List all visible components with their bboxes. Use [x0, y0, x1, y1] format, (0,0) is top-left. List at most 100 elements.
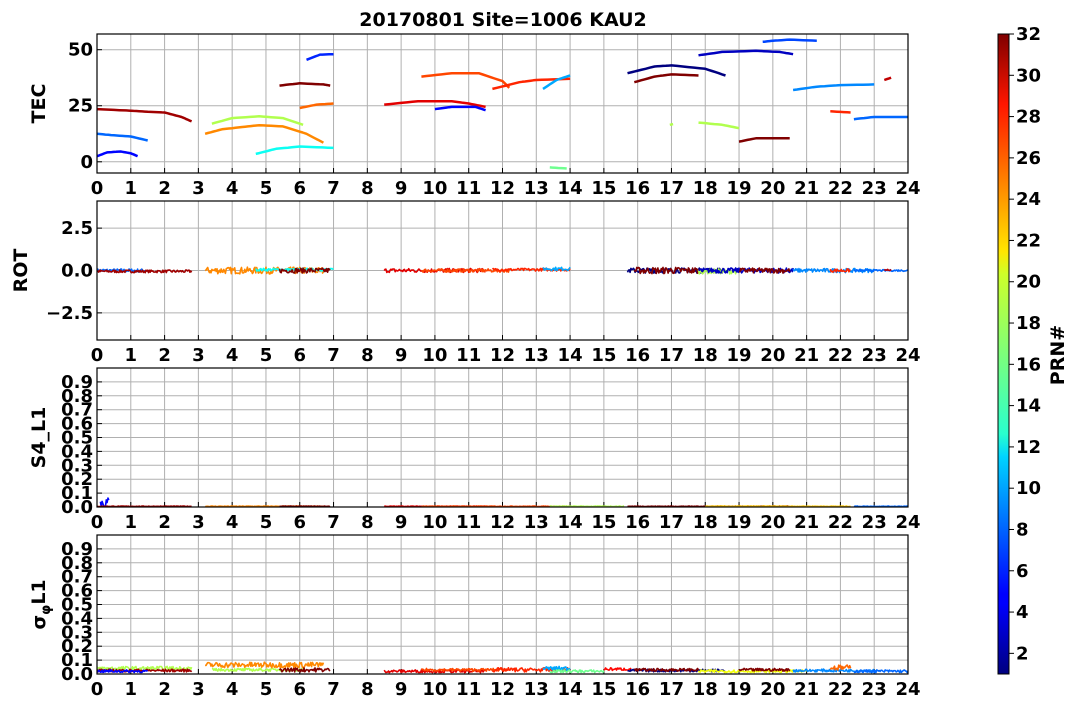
x-tick-label: 21: [794, 512, 819, 533]
x-tick-label: 18: [693, 512, 718, 533]
prn-8-arc: [97, 132, 149, 142]
x-tick-label: 12: [490, 178, 515, 199]
x-tick-label: 9: [395, 345, 408, 366]
x-tick-label: 22: [828, 178, 853, 199]
y-tick-label: 0.5: [61, 428, 93, 449]
prn-5-arc: [97, 669, 149, 674]
y-tick-label: 0.6: [61, 414, 93, 435]
x-tick-label: 16: [625, 679, 650, 700]
prn-32-arc: [278, 667, 331, 673]
x-tick-label: 21: [794, 178, 819, 199]
colorbar-tick-label: 32: [1016, 24, 1041, 45]
chart-title: 20170801 Site=1006 KAU2: [359, 9, 646, 31]
y-tick-label: 0.0: [61, 497, 93, 518]
prn-7-arc: [762, 38, 817, 44]
y-tick-label: 0.1: [61, 650, 93, 671]
x-tick-label: 19: [727, 345, 752, 366]
prn-30-arc: [883, 76, 892, 82]
x-tick-label: 18: [693, 345, 718, 366]
prn-32-arc: [738, 667, 791, 672]
colorbar-tick-label: 28: [1016, 107, 1041, 128]
x-tick-label: 20: [760, 345, 785, 366]
x-tick-label: 14: [558, 679, 583, 700]
x-tick-label: 2: [158, 679, 171, 700]
prn-18-arc: [211, 667, 304, 672]
x-tick-label: 6: [293, 512, 306, 533]
prn-31-arc: [97, 269, 193, 274]
x-tick-label: 5: [260, 345, 273, 366]
y-tick-label: 0.7: [61, 567, 93, 588]
x-tick-label: 0: [91, 178, 104, 199]
prn-31-arc: [97, 505, 192, 507]
y-tick-label: 0.8: [61, 553, 93, 574]
x-tick-label: 10: [422, 512, 447, 533]
x-tick-label: 22: [828, 345, 853, 366]
prn-25-arc: [829, 664, 852, 671]
prn-31-arc: [97, 107, 193, 123]
y-axis-label: ROT: [10, 249, 32, 293]
x-tick-label: 20: [760, 512, 785, 533]
colorbar-tick-label: 18: [1016, 313, 1041, 334]
prn-6-arc: [306, 52, 334, 61]
x-tick-label: 1: [125, 512, 138, 533]
x-tick-label: 3: [192, 345, 205, 366]
x-tick-label: 10: [422, 178, 447, 199]
colorbar-tick-label: 4: [1016, 602, 1029, 623]
prn-5-arc: [434, 105, 486, 112]
x-tick-label: 11: [456, 178, 481, 199]
x-tick-label: 5: [260, 679, 273, 700]
colorbar-tick-label: 2: [1016, 643, 1029, 664]
x-tick-label: 17: [659, 679, 684, 700]
x-tick-label: 23: [862, 178, 887, 199]
colorbar-tick-label: 10: [1016, 478, 1041, 499]
y-tick-label: 0.8: [61, 386, 93, 407]
x-tick-label: 22: [828, 512, 853, 533]
prn-32-arc: [738, 267, 791, 274]
prn-1-arc: [627, 64, 726, 77]
x-tick-label: 4: [226, 178, 239, 199]
y-tick-label: 0.9: [61, 372, 93, 393]
x-tick-label: 8: [361, 178, 374, 199]
prn-30-arc: [883, 268, 892, 272]
y-tick-label: 2.5: [61, 218, 93, 239]
prn-27-arc: [830, 110, 851, 114]
prn-32-arc: [633, 266, 700, 275]
x-tick-label: 15: [591, 512, 616, 533]
series-group: [97, 266, 908, 275]
series-group: [97, 661, 908, 674]
prn-13-arc: [255, 145, 334, 156]
x-tick-label: 17: [659, 512, 684, 533]
prn-32-arc: [633, 667, 700, 672]
y-tick-label: 0.2: [61, 469, 93, 490]
x-tick-label: 4: [226, 512, 239, 533]
colorbar-tick-label: 20: [1016, 272, 1041, 293]
x-tick-label: 8: [361, 679, 374, 700]
colorbar-label: PRN#: [1047, 325, 1069, 385]
prn-8-arc: [853, 669, 908, 674]
y-axis-label: σφL1: [28, 579, 54, 629]
prn-18-arc: [698, 121, 740, 130]
prn-24-arc: [204, 123, 324, 144]
colorbar-tick-label: 30: [1016, 65, 1041, 86]
x-tick-label: 24: [895, 679, 920, 700]
x-tick-label: 16: [625, 178, 650, 199]
x-tick-label: 11: [456, 345, 481, 366]
x-tick-label: 8: [361, 345, 374, 366]
y-axis-label-phi: φ: [39, 605, 54, 615]
colorbar-tick-label: 8: [1016, 519, 1029, 540]
prn-10-arc: [542, 665, 571, 672]
x-tick-label: 24: [895, 512, 920, 533]
x-tick-label: 1: [125, 178, 138, 199]
x-tick-label: 9: [395, 178, 408, 199]
prn-3-arc: [698, 49, 794, 57]
x-tick-label: 15: [591, 679, 616, 700]
y-axis-label-l1: L1: [28, 579, 50, 604]
x-tick-label: 6: [293, 679, 306, 700]
x-tick-label: 17: [659, 178, 684, 199]
x-tick-label: 7: [327, 345, 340, 366]
x-tick-label: 14: [558, 345, 583, 366]
x-tick-label: 17: [659, 345, 684, 366]
x-tick-label: 4: [226, 679, 239, 700]
prn-25-arc: [299, 102, 334, 110]
x-tick-label: 13: [524, 512, 549, 533]
